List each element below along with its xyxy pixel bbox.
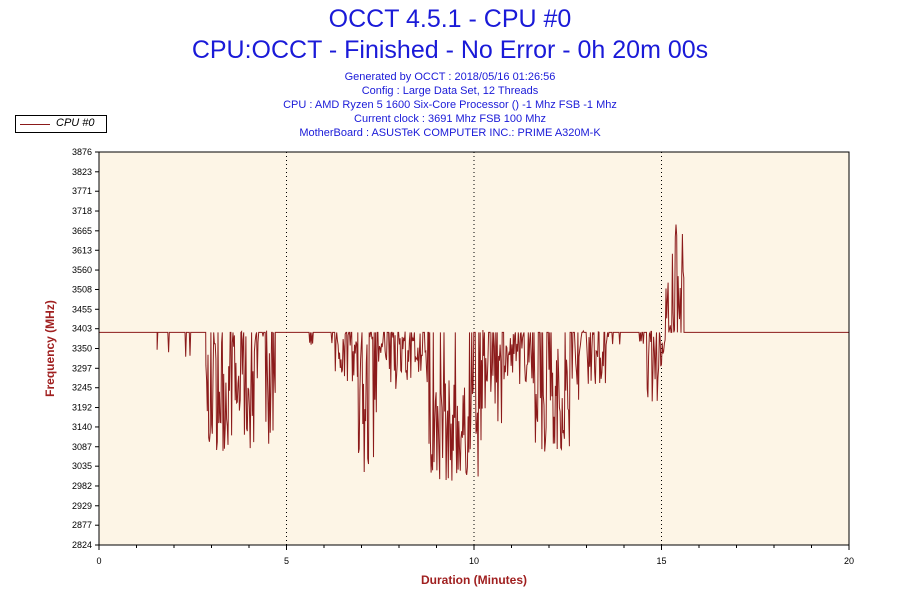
y-axis: 2824 2877 2929 2982 3035 3087 3140 3192 3245 3297… [72, 147, 99, 550]
legend-label: CPU #0 [56, 117, 95, 129]
y-tick-label-17: 3718 [72, 206, 92, 216]
info-line-config: Config : Large Data Set, 12 Threads [361, 85, 539, 97]
y-tick-label-6: 3140 [72, 422, 92, 432]
y-tick-label-19: 3823 [72, 167, 92, 177]
chart-subtitle: CPU:OCCT - Finished - No Error - 0h 20m … [191, 36, 709, 64]
series-line-cpu0 [99, 224, 849, 481]
x-tick-label-2: 10 [469, 556, 479, 566]
y-tick-label-20: 3876 [72, 147, 92, 157]
legend: CPU #0 [15, 115, 107, 133]
x-tick-label-4: 20 [844, 556, 854, 566]
x-axis: 0 5 10 15 20 [96, 545, 854, 566]
y-tick-label-13: 3508 [72, 284, 92, 294]
x-axis-title: Duration (Minutes) [421, 573, 527, 587]
y-tick-label-9: 3297 [72, 363, 92, 373]
y-tick-label-4: 3035 [72, 461, 92, 471]
y-tick-label-0: 2824 [72, 540, 92, 550]
y-tick-label-3: 2982 [72, 481, 92, 491]
x-tick-label-0: 0 [96, 556, 101, 566]
y-tick-label-2: 2929 [72, 501, 92, 511]
y-tick-label-7: 3192 [72, 403, 92, 413]
info-line-motherboard: MotherBoard : ASUSTeK COMPUTER INC.: PRI… [299, 127, 601, 139]
y-tick-label-18: 3771 [72, 186, 92, 196]
y-tick-label-1: 2877 [72, 520, 92, 530]
info-line-generated: Generated by OCCT : 2018/05/16 01:26:56 [344, 71, 556, 83]
y-tick-label-15: 3613 [72, 245, 92, 255]
x-tick-label-1: 5 [284, 556, 289, 566]
y-tick-label-16: 3665 [72, 226, 92, 236]
legend-swatch [20, 124, 50, 125]
info-line-cpu: CPU : AMD Ryzen 5 1600 Six-Core Processo… [283, 99, 617, 111]
y-tick-label-5: 3087 [72, 442, 92, 452]
y-axis-title: Frequency (MHz) [43, 300, 57, 397]
info-line-clock: Current clock : 3691 Mhz FSB 100 Mhz [354, 113, 546, 125]
chart-title: OCCT 4.5.1 - CPU #0 [328, 5, 572, 33]
y-tick-label-11: 3403 [72, 324, 92, 334]
y-tick-label-10: 3350 [72, 344, 92, 354]
y-tick-label-12: 3455 [72, 304, 92, 314]
x-tick-label-3: 15 [656, 556, 666, 566]
y-tick-label-14: 3560 [72, 265, 92, 275]
y-tick-label-8: 3245 [72, 383, 92, 393]
